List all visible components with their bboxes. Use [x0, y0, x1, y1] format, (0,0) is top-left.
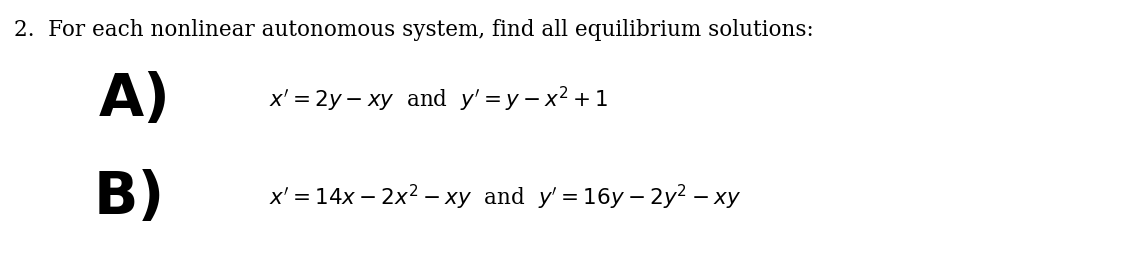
- Text: A): A): [99, 71, 170, 128]
- Text: $x' = 2y - xy$  and  $y' = y - x^2 + 1$: $x' = 2y - xy$ and $y' = y - x^2 + 1$: [269, 85, 608, 114]
- Text: $x' = 14x - 2x^2 - xy$  and  $y' = 16y - 2y^2 - xy$: $x' = 14x - 2x^2 - xy$ and $y' = 16y - 2…: [269, 183, 741, 212]
- Text: B): B): [94, 169, 165, 226]
- Text: 2.  For each nonlinear autonomous system, find all equilibrium solutions:: 2. For each nonlinear autonomous system,…: [14, 19, 814, 41]
